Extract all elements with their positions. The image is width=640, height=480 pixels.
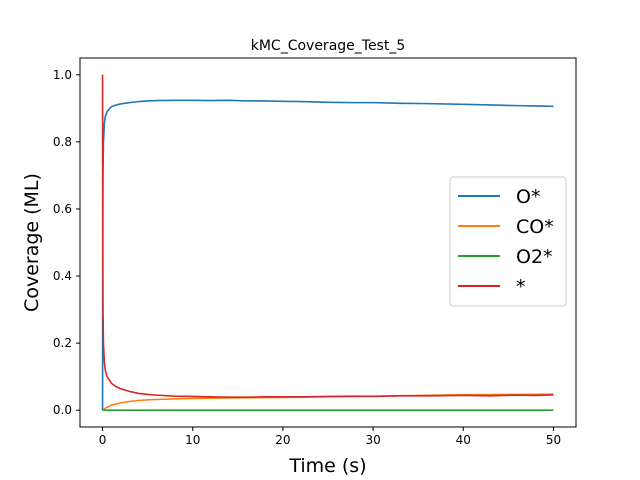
x-tick-label: 40 (456, 433, 471, 447)
legend-label-1: CO* (516, 216, 554, 238)
plot-frame (79, 57, 577, 428)
legend-label-2: O2* (516, 246, 553, 268)
y-tick-label: 0.6 (53, 202, 72, 216)
x-tick-label: 0 (99, 433, 107, 447)
y-tick-label: 0.4 (53, 269, 72, 283)
chart-title: kMC_Coverage_Test_5 (251, 38, 406, 54)
series-line-0 (101, 99, 554, 411)
y-axis-label: Coverage (ML) (21, 173, 43, 312)
legend: O* CO* O2* * (449, 176, 567, 307)
x-tick-label: 20 (275, 433, 290, 447)
y-tick-label: 0.0 (53, 403, 72, 417)
legend-label-3: * (516, 276, 526, 298)
series-line-3 (101, 74, 554, 398)
ticks-layer: 0 10 20 30 40 50 0.0 0.2 0.4 0.6 0.8 1.0 (53, 68, 561, 447)
x-tick-label: 50 (546, 433, 561, 447)
legend-box (449, 176, 567, 307)
x-axis-label: Time (s) (288, 455, 366, 477)
series-layer (101, 74, 554, 412)
y-tick-label: 0.2 (53, 336, 72, 350)
y-tick-label: 0.8 (53, 135, 72, 149)
y-tick-label: 1.0 (53, 68, 72, 82)
legend-label-0: O* (516, 186, 540, 208)
x-tick-label: 30 (365, 433, 380, 447)
x-tick-label: 10 (185, 433, 200, 447)
